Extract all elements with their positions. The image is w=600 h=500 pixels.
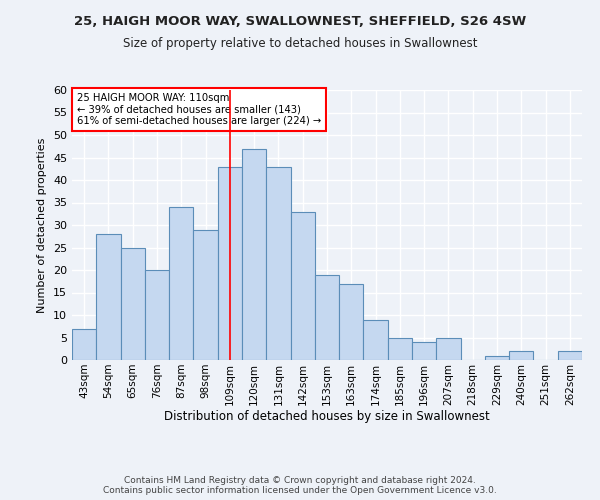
Bar — [193, 230, 218, 360]
Bar — [290, 212, 315, 360]
Bar — [218, 166, 242, 360]
Bar — [242, 148, 266, 360]
Bar — [145, 270, 169, 360]
Bar — [315, 274, 339, 360]
Bar — [364, 320, 388, 360]
Bar — [436, 338, 461, 360]
Bar — [96, 234, 121, 360]
Text: 25, HAIGH MOOR WAY, SWALLOWNEST, SHEFFIELD, S26 4SW: 25, HAIGH MOOR WAY, SWALLOWNEST, SHEFFIE… — [74, 15, 526, 28]
Bar — [72, 328, 96, 360]
Text: 25 HAIGH MOOR WAY: 110sqm
← 39% of detached houses are smaller (143)
61% of semi: 25 HAIGH MOOR WAY: 110sqm ← 39% of detac… — [77, 92, 322, 126]
Bar — [266, 166, 290, 360]
Bar — [558, 351, 582, 360]
Bar — [412, 342, 436, 360]
Bar — [509, 351, 533, 360]
Y-axis label: Number of detached properties: Number of detached properties — [37, 138, 47, 312]
Bar — [388, 338, 412, 360]
Bar — [339, 284, 364, 360]
Text: Size of property relative to detached houses in Swallownest: Size of property relative to detached ho… — [123, 38, 477, 51]
Bar — [169, 207, 193, 360]
Text: Contains HM Land Registry data © Crown copyright and database right 2024.
Contai: Contains HM Land Registry data © Crown c… — [103, 476, 497, 495]
Bar — [121, 248, 145, 360]
Bar — [485, 356, 509, 360]
X-axis label: Distribution of detached houses by size in Swallownest: Distribution of detached houses by size … — [164, 410, 490, 424]
